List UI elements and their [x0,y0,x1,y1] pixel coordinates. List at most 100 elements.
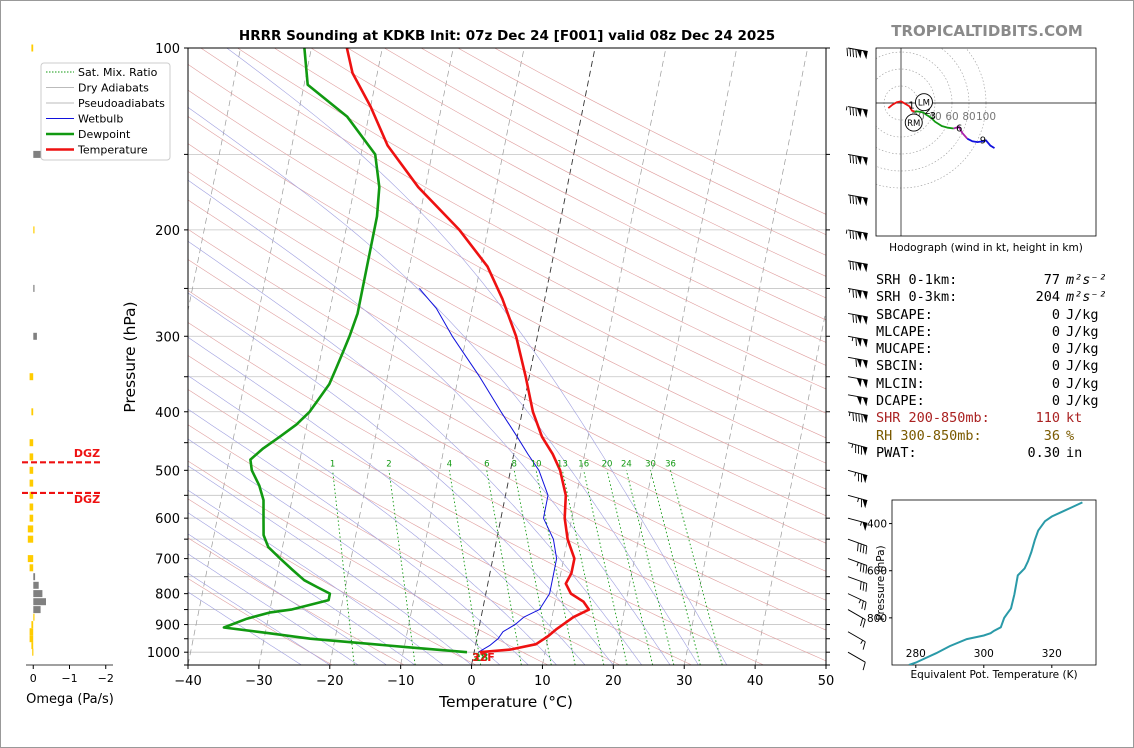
param-label: SRH 0-3km: [876,289,958,306]
pseudoadiabat [188,408,529,665]
omega-bar [31,408,34,416]
wetbulb-line [418,288,558,653]
pseudoadiabat [188,179,671,665]
pseudoadiabat [188,375,557,665]
omega-bar [27,535,34,543]
y-tick-label: 900 [155,619,180,634]
param-row: RH 300-850mb: 36% [876,428,1126,445]
param-label: SBCAPE: [876,306,933,323]
legend-temperature: Temperature [77,144,148,157]
omega-bar [33,573,36,581]
isotherm [471,48,596,665]
param-value: 0.30 [1027,444,1060,461]
param-row: PWAT: 0.30 in [876,445,1126,462]
storm-motion-label: LM [918,99,930,109]
wind-barb [847,593,867,611]
omega-bar [33,284,35,292]
wind-barb [847,394,868,407]
y-tick-label: 300 [155,330,180,345]
hodograph-segment [914,110,954,130]
storm-motion-label: RM [907,119,920,129]
dry-adiabat [200,48,826,390]
x-tick-label: −10 [387,674,414,689]
mixing-ratio-line [650,470,701,665]
mixing-ratio-line [606,470,654,665]
mixing-ratio-line [561,470,605,665]
theta-e-y-tick-label: 400 [867,519,887,531]
parameter-panel: SRH 0-1km: 77 m²s⁻² SRH 0-3km: 204 m²s⁻² SBCAP… [876,272,1126,462]
param-label: SBCIN: [876,358,925,375]
x-tick-label: 40 [747,674,764,689]
param-row: SBCIN: 0 J/kg [876,358,1126,375]
y-tick-label: 700 [155,553,180,568]
skewt-background-lines [188,48,826,665]
omega-bar [29,491,34,499]
hodograph-height-label: 9 [980,136,986,147]
param-value: 204 [1035,289,1060,306]
pseudoadiabat [188,438,501,665]
y-tick-label: 100 [155,42,180,57]
legend-pseudoadiabats: Pseudoadiabats [78,97,165,110]
wind-barb [847,651,866,671]
mixing-ratio-label: 8 [511,459,516,469]
legend-wetbulb: Wetbulb [78,113,123,126]
omega-bar [33,581,39,589]
omega-bar [31,642,34,650]
param-unit: J/kg [1066,341,1099,358]
mixing-ratio-line [625,470,675,665]
mixing-ratio-label: 10 [531,459,542,469]
dry-adiabat [188,228,826,572]
mixing-ratio-label: 1 [330,459,335,469]
mixing-ratio-labels: 1 2 4 6 8 10 13 16 20 24 30 36 [330,459,676,469]
omega-panel: 0 −1 −2 [22,44,114,685]
dewpoint-line [222,48,468,654]
x-tick-label: 10 [534,674,551,689]
dry-adiabat [188,322,826,662]
param-row: MLCAPE: 0 J/kg [876,324,1126,341]
param-value: 0 [1051,393,1060,410]
param-label: SHR 200-850mb: [876,410,990,427]
wind-barb [847,194,868,207]
hodograph-ring-label: 100 [976,111,996,123]
theta-e-y-label: Pressure (hPa) [875,545,887,620]
param-value: 110 [1035,410,1060,427]
dry-adiabat [188,460,549,665]
y-tick-label: 200 [155,224,180,239]
x-tick-label: −40 [174,674,201,689]
param-value: 0 [1051,375,1060,392]
omega-bar [29,373,34,381]
isotherm [329,48,454,665]
surface-dewpoint-label: 28 [473,651,488,664]
omega-bar [32,648,34,656]
omega-bar [33,150,41,158]
isotherm [542,48,667,665]
temperature-line [345,48,591,654]
param-label: MLCIN: [876,375,925,392]
wind-barb [847,356,868,369]
wind-barb [845,106,868,118]
dry-adiabat [274,48,826,343]
isotherm [188,48,312,665]
dry-adiabat [188,171,826,517]
param-value: 0 [1051,358,1060,375]
param-unit: m²s⁻² [1066,272,1107,288]
wind-barb [847,260,868,273]
omega-tick-label: −2 [98,672,114,685]
dry-adiabat [188,578,333,665]
param-value: 77 [1043,272,1060,288]
param-row: MLCIN: 0 J/kg [876,376,1126,393]
mixing-ratio-label: 30 [645,459,656,469]
param-unit: J/kg [1066,393,1099,410]
mixing-ratio-label: 13 [557,459,568,469]
isotherm [754,308,826,665]
skewt-axes: −40 −30 −20 −10 0 10 20 30 40 50 100 200 300 400 500 60… [147,42,834,689]
omega-bar [31,44,34,52]
legend-sat-mix: Sat. Mix. Ratio [78,66,158,79]
x-axis-label: Temperature (°C) [438,693,573,711]
hodograph-trace: 1 23 6 9 LM RM [887,93,995,149]
chart-title: HRRR Sounding at KDKB Init: 07z Dec 24 [… [239,28,775,44]
param-label: SRH 0-1km: [876,272,958,288]
theta-e-x-label: Equivalent Pot. Temperature (K) [910,669,1077,681]
mixing-ratio-label: 20 [602,459,613,469]
wind-barb [847,558,868,574]
